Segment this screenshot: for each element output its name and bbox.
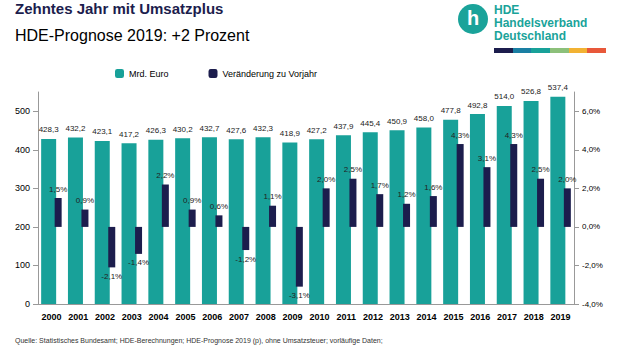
svg-text:2,0%: 2,0% [558,175,576,184]
svg-text:445,4: 445,4 [360,119,381,128]
svg-text:Mrd. Euro: Mrd. Euro [129,69,169,79]
svg-text:432,3: 432,3 [253,124,274,133]
svg-text:2009: 2009 [283,312,303,322]
svg-text:2015: 2015 [443,312,463,322]
svg-text:2011: 2011 [336,312,356,322]
html-text:HDE: HDE [494,3,520,17]
svg-text:2014: 2014 [417,312,437,322]
svg-text:Zehntes Jahr mit Umsatzplus: Zehntes Jahr mit Umsatzplus [15,0,223,17]
svg-text:-2,0%: -2,0% [582,261,603,270]
html-text:Deutschland: Deutschland [494,29,566,43]
svg-text:1,5%: 1,5% [49,185,67,194]
svg-text:427,2: 427,2 [307,126,328,135]
svg-text:300: 300 [15,183,30,193]
svg-text:Veränderung zu Vorjahr: Veränderung zu Vorjahr [223,69,318,79]
svg-text:427,6: 427,6 [226,126,247,135]
html-text:h: h [466,7,480,29]
svg-text:2016: 2016 [470,312,490,322]
svg-text:537,4: 537,4 [548,83,569,92]
svg-text:2017: 2017 [497,312,517,322]
svg-text:418,9: 418,9 [280,129,301,138]
svg-text:477,8: 477,8 [441,106,462,115]
svg-text:2004: 2004 [149,312,169,322]
svg-text:2008: 2008 [256,312,276,322]
svg-text:417,2: 417,2 [119,130,140,139]
svg-text:3,1%: 3,1% [478,154,496,163]
svg-text:1,6%: 1,6% [424,183,442,192]
svg-text:2001: 2001 [68,312,88,322]
svg-text:2018: 2018 [524,312,544,322]
svg-text:2,2%: 2,2% [156,171,174,180]
svg-text:-4,0%: -4,0% [582,300,603,309]
svg-text:437,9: 437,9 [333,122,354,131]
svg-text:423,1: 423,1 [92,127,113,136]
svg-text:2006: 2006 [202,312,222,322]
svg-text:428,3: 428,3 [39,125,60,134]
svg-text:514,0: 514,0 [494,92,515,101]
svg-text:2007: 2007 [229,312,249,322]
svg-text:492,8: 492,8 [467,101,488,110]
svg-text:4,3%: 4,3% [505,131,523,140]
svg-text:-3,1%: -3,1% [289,291,310,300]
svg-text:2010: 2010 [309,312,329,322]
svg-text:2019: 2019 [551,312,571,322]
svg-text:426,3: 426,3 [146,126,167,135]
svg-text:-1,4%: -1,4% [128,258,149,267]
svg-text:2013: 2013 [390,312,410,322]
svg-text:450,9: 450,9 [387,117,408,126]
svg-text:-1,2%: -1,2% [235,255,256,264]
svg-text:2012: 2012 [363,312,383,322]
svg-text:400: 400 [15,145,30,155]
svg-text:0,6%: 0,6% [210,202,228,211]
svg-text:4,3%: 4,3% [451,131,469,140]
svg-text:1,7%: 1,7% [371,181,389,190]
svg-text:2,5%: 2,5% [344,165,362,174]
svg-text:100: 100 [15,260,30,270]
svg-text:1,1%: 1,1% [263,192,281,201]
svg-text:2,0%: 2,0% [317,175,335,184]
svg-text:2,5%: 2,5% [531,165,549,174]
svg-text:Quelle: Statistisches Bundesam: Quelle: Statistisches Bundesamt; HDE-Ber… [15,337,383,345]
svg-text:2,0%: 2,0% [582,184,600,193]
svg-text:458,0: 458,0 [414,114,435,123]
svg-text:2003: 2003 [122,312,142,322]
svg-text:200: 200 [15,222,30,232]
svg-text:1,2%: 1,2% [397,190,415,199]
svg-text:500: 500 [15,106,30,116]
svg-text:2005: 2005 [175,312,195,322]
svg-text:4,0%: 4,0% [582,145,600,154]
svg-text:2000: 2000 [41,312,61,322]
html-text:Handelsverband: Handelsverband [494,16,588,30]
svg-text:432,7: 432,7 [199,124,220,133]
svg-text:-2,1%: -2,1% [101,272,122,281]
svg-text:432,2: 432,2 [65,124,86,133]
svg-text:430,2: 430,2 [173,125,194,134]
svg-text:6,0%: 6,0% [582,107,600,116]
svg-text:526,8: 526,8 [521,87,542,96]
svg-text:0,0%: 0,0% [582,222,600,231]
svg-text:HDE-Prognose 2019: +2 Prozent: HDE-Prognose 2019: +2 Prozent [15,27,250,44]
svg-text:0,9%: 0,9% [183,196,201,205]
svg-text:0: 0 [25,299,30,309]
svg-text:0,9%: 0,9% [76,196,94,205]
svg-text:2002: 2002 [95,312,115,322]
